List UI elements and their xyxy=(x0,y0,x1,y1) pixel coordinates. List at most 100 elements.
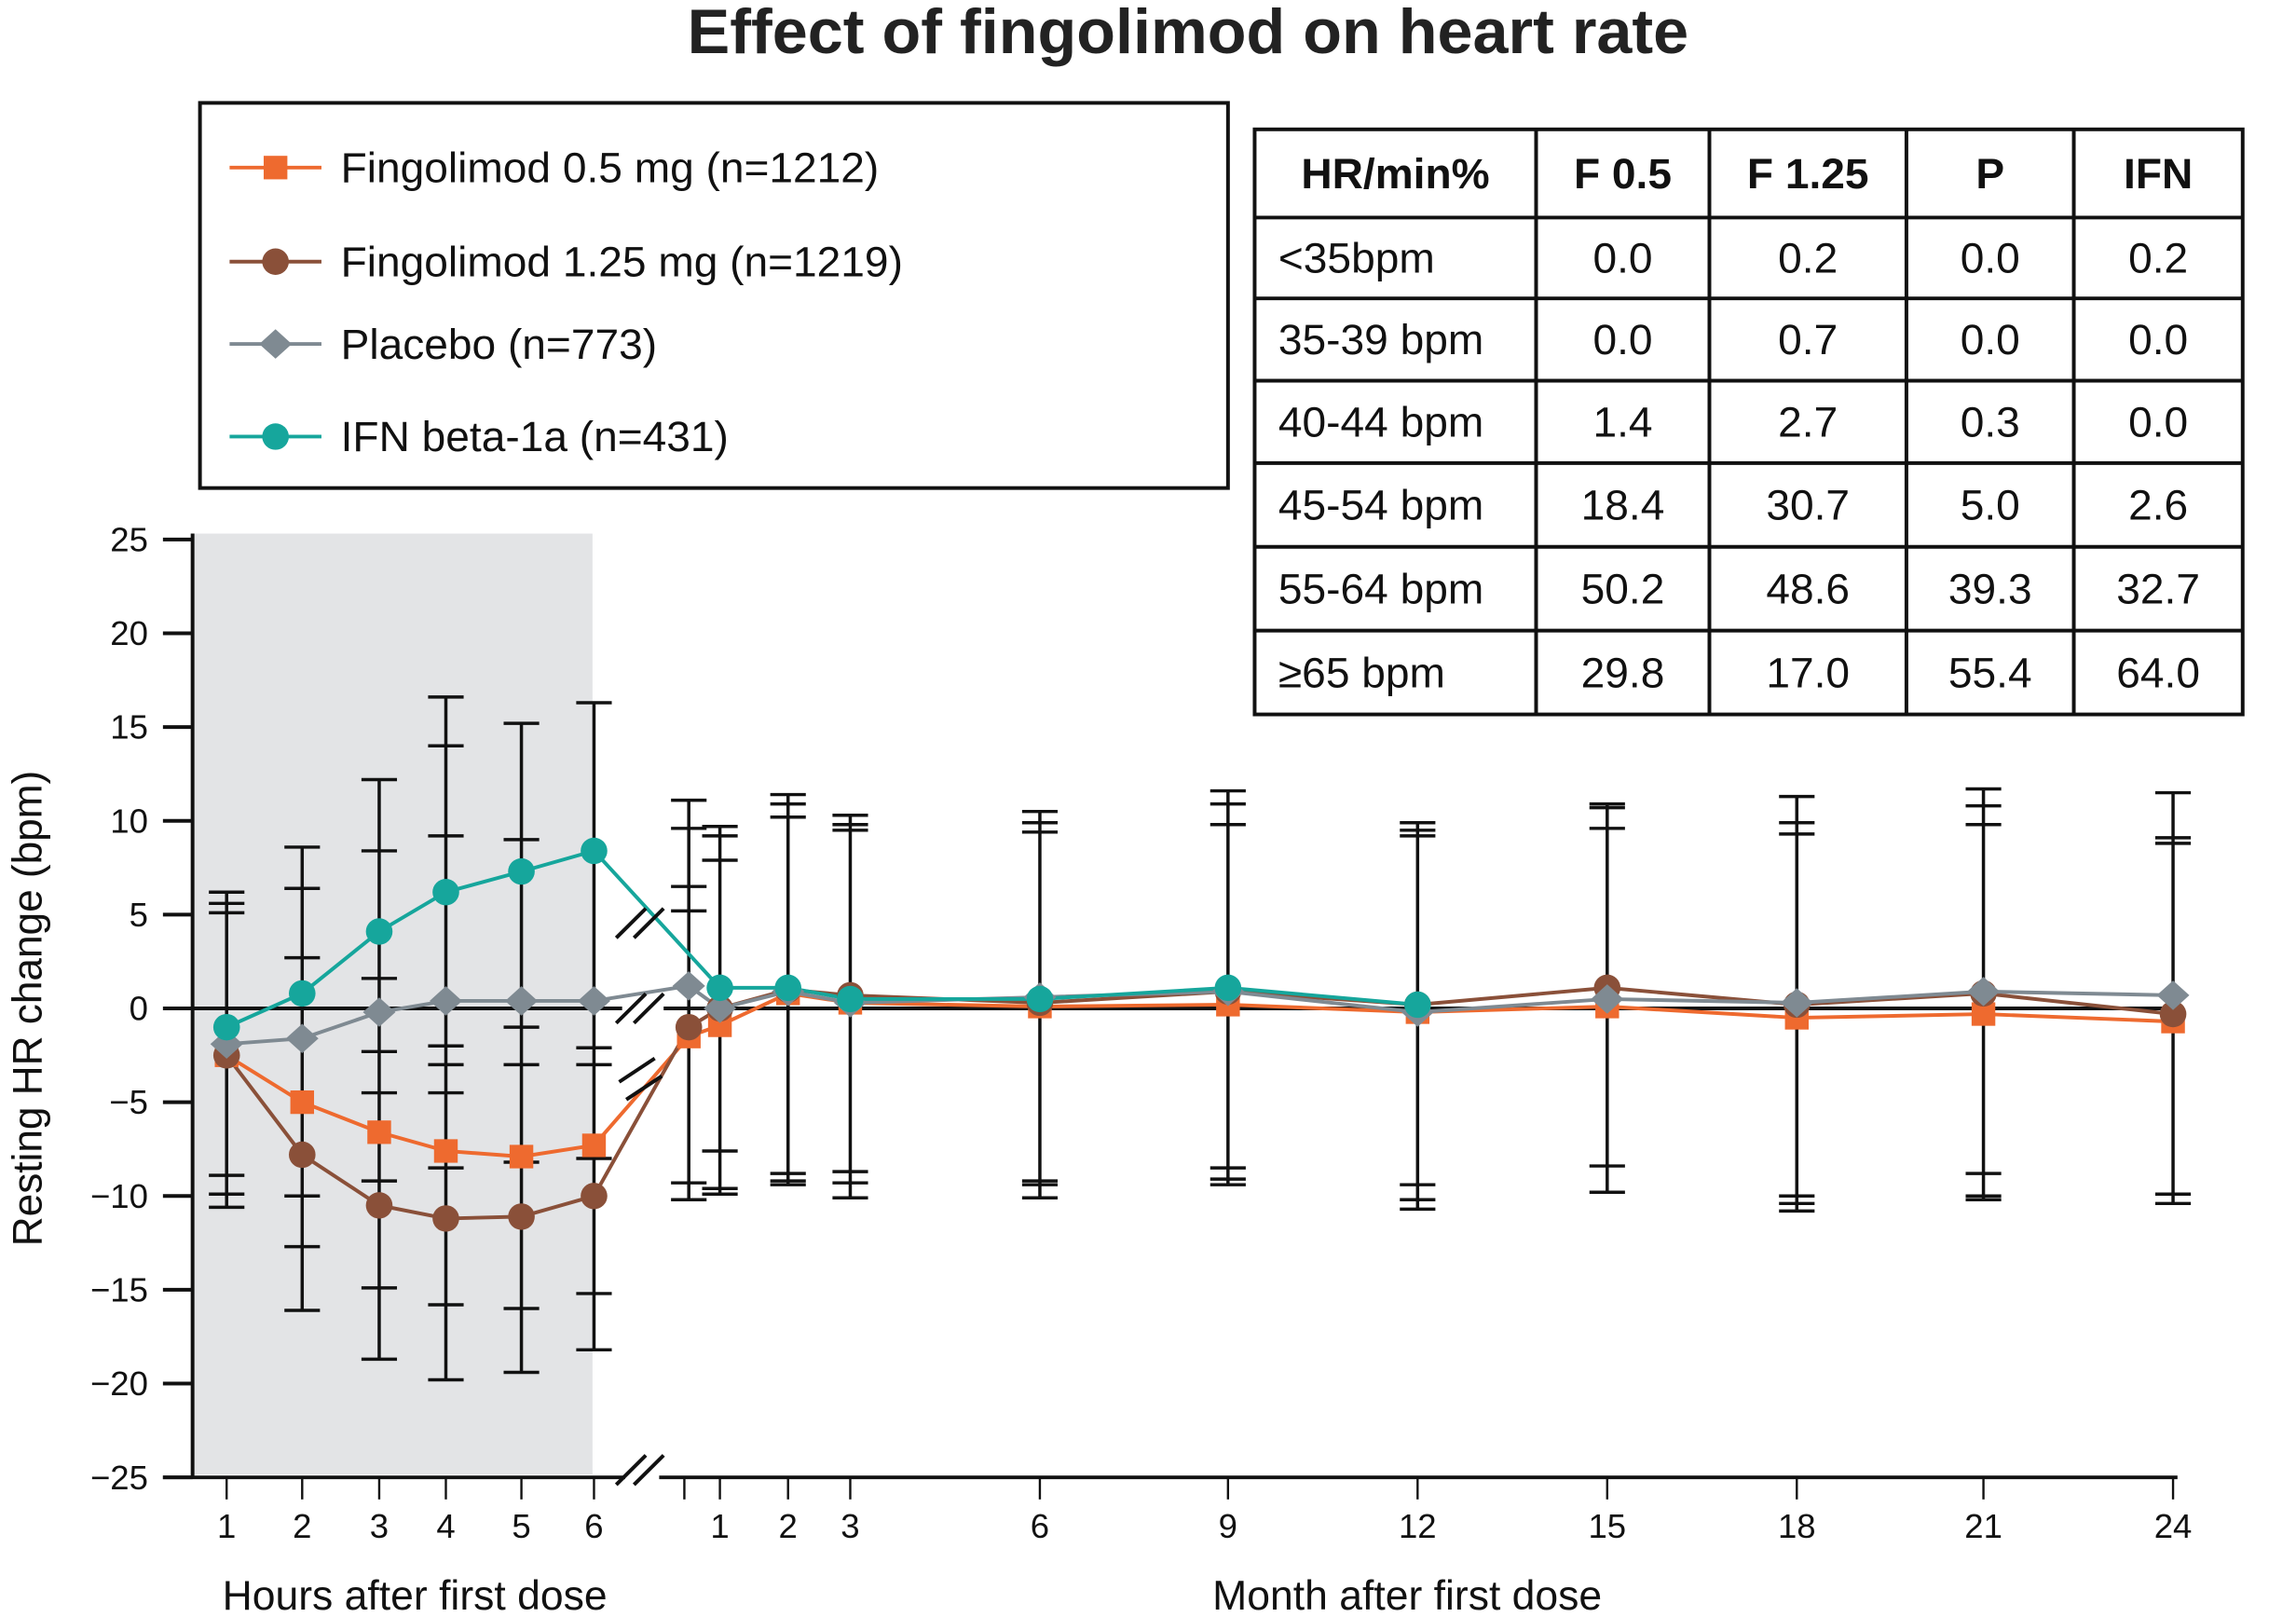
table-row-label: 35-39 bpm xyxy=(1278,315,1483,363)
table-cell: 2.6 xyxy=(2128,481,2188,529)
table-row-label: 55-64 bpm xyxy=(1278,565,1483,613)
table-cell: 30.7 xyxy=(1766,481,1850,529)
axis-break-mark xyxy=(614,1454,648,1487)
x-tick-label-hours: 6 xyxy=(584,1507,603,1545)
legend-label: IFN beta-1a (n=431) xyxy=(341,412,729,460)
table-cell: 0.0 xyxy=(2128,315,2188,363)
y-tick-label: 15 xyxy=(110,708,148,747)
y-tick-label: 0 xyxy=(130,990,148,1028)
table-cell: 39.3 xyxy=(1948,565,2032,613)
legend: Fingolimod 0.5 mg (n=1212) Fingolimod 1.2… xyxy=(198,101,1230,490)
x-tick-label-months: 2 xyxy=(779,1507,798,1545)
series-marker-1 xyxy=(581,1183,608,1210)
series-marker-1 xyxy=(675,1013,703,1041)
table-header-cell: P xyxy=(1975,149,2004,198)
table-row-label: 45-54 bpm xyxy=(1278,481,1483,529)
series-marker-2 xyxy=(672,971,705,1001)
x-tick-label-months: 18 xyxy=(1778,1507,1816,1545)
axis-break-mark xyxy=(632,1454,665,1487)
series-marker-2 xyxy=(2156,980,2190,1010)
table-row-label: <35bpm xyxy=(1278,234,1435,282)
series-marker-3 xyxy=(288,980,316,1007)
series-marker-3 xyxy=(1026,985,1054,1013)
y-tick-label: −10 xyxy=(90,1177,148,1215)
table-cell: 0.7 xyxy=(1778,315,1838,363)
legend-item: Fingolimod 0.5 mg (n=1212) xyxy=(229,144,879,192)
series-marker-3 xyxy=(1214,974,1242,1002)
table-cell: 55.4 xyxy=(1948,649,2032,697)
series-marker-1 xyxy=(365,1192,393,1219)
series-marker-3 xyxy=(581,837,608,865)
hr-distribution-table: HR/min% F 0.5 F 1.25 P IFN <35bpm 0.0 0.2 0.0 0.2… xyxy=(1252,127,2245,717)
y-tick-label: −20 xyxy=(90,1364,148,1403)
table-cell: 0.2 xyxy=(1778,234,1838,282)
table-cell: 50.2 xyxy=(1581,565,1665,613)
x-tick-label-hours: 1 xyxy=(217,1507,236,1545)
y-tick-label: −15 xyxy=(90,1271,148,1309)
x-tick-label-hours: 3 xyxy=(370,1507,389,1545)
x-tick-label-months: 3 xyxy=(840,1507,859,1545)
table-cell: 0.2 xyxy=(2128,234,2188,282)
series-marker-2 xyxy=(362,997,396,1027)
table-cell: 0.0 xyxy=(2128,398,2188,446)
series-marker-3 xyxy=(508,857,535,885)
table-cell: 0.3 xyxy=(1961,398,2020,446)
series-marker-3 xyxy=(1404,991,1431,1019)
x-tick-label-months: 12 xyxy=(1399,1507,1437,1545)
table-cell: 0.0 xyxy=(1961,315,2020,363)
series-marker-0 xyxy=(509,1144,534,1169)
x-tick-label-months: 24 xyxy=(2154,1507,2193,1545)
series-marker-3 xyxy=(432,879,459,906)
series-marker-2 xyxy=(1780,988,1813,1018)
series-marker-3 xyxy=(706,974,733,1002)
table-cell: 0.0 xyxy=(1592,315,1652,363)
table-border xyxy=(1252,127,2245,717)
table-row-label: ≥65 bpm xyxy=(1278,649,1445,697)
x-tick-label-months: 15 xyxy=(1588,1507,1626,1545)
series-marker-0 xyxy=(290,1090,315,1115)
series-marker-1 xyxy=(508,1203,535,1230)
series-marker-3 xyxy=(365,918,393,945)
series-marker-1 xyxy=(288,1141,316,1169)
series-marker-1 xyxy=(2159,1000,2187,1028)
series-marker-0 xyxy=(433,1139,458,1163)
axis-break-mark xyxy=(625,1074,663,1102)
legend-marker xyxy=(262,423,289,450)
chart-title: Effect of fingolimod on heart rate xyxy=(688,0,1689,67)
table-header-cell: F 1.25 xyxy=(1747,149,1869,198)
x-axis-title-months: Month after first dose xyxy=(1212,1573,1602,1617)
y-tick-label: 5 xyxy=(130,896,148,934)
axis-break-mark xyxy=(614,992,648,1025)
legend-label: Fingolimod 1.25 mg (n=1219) xyxy=(341,238,903,286)
y-tick-label: −5 xyxy=(109,1083,148,1121)
table-header-cell: IFN xyxy=(2124,149,2193,198)
table-cell: 29.8 xyxy=(1581,649,1665,697)
table-cell: 2.7 xyxy=(1778,398,1838,446)
x-tick-label-months: 1 xyxy=(710,1507,729,1545)
table-cell: 64.0 xyxy=(2116,649,2200,697)
axis-break-mark xyxy=(632,992,665,1025)
legend-item: Placebo (n=773) xyxy=(229,320,657,368)
y-tick-label: 20 xyxy=(110,614,148,652)
table-cell: 48.6 xyxy=(1766,565,1850,613)
series-marker-2 xyxy=(1967,977,2001,1007)
table-cell: 0.0 xyxy=(1961,234,2020,282)
x-axis-title-hours: Hours after first dose xyxy=(223,1573,608,1617)
table-cell: 17.0 xyxy=(1766,649,1850,697)
series-marker-3 xyxy=(837,985,864,1013)
legend-item: Fingolimod 1.25 mg (n=1219) xyxy=(229,238,903,286)
x-tick-label-months: 21 xyxy=(1964,1507,2002,1545)
legend-item: IFN beta-1a (n=431) xyxy=(229,412,729,460)
table-header-cell: F 0.5 xyxy=(1574,149,1672,198)
series-marker-0 xyxy=(581,1133,607,1158)
axis-break-mark xyxy=(618,1056,656,1084)
series-line-3 xyxy=(226,848,1418,1029)
x-tick-label-hours: 2 xyxy=(293,1507,311,1545)
table-cell: 18.4 xyxy=(1581,481,1665,529)
legend-label: Fingolimod 0.5 mg (n=1212) xyxy=(341,144,880,192)
legend-marker xyxy=(262,248,289,275)
x-tick-label-hours: 5 xyxy=(512,1507,530,1545)
axis-break-mark xyxy=(614,907,648,939)
table-cell: 32.7 xyxy=(2116,565,2200,613)
